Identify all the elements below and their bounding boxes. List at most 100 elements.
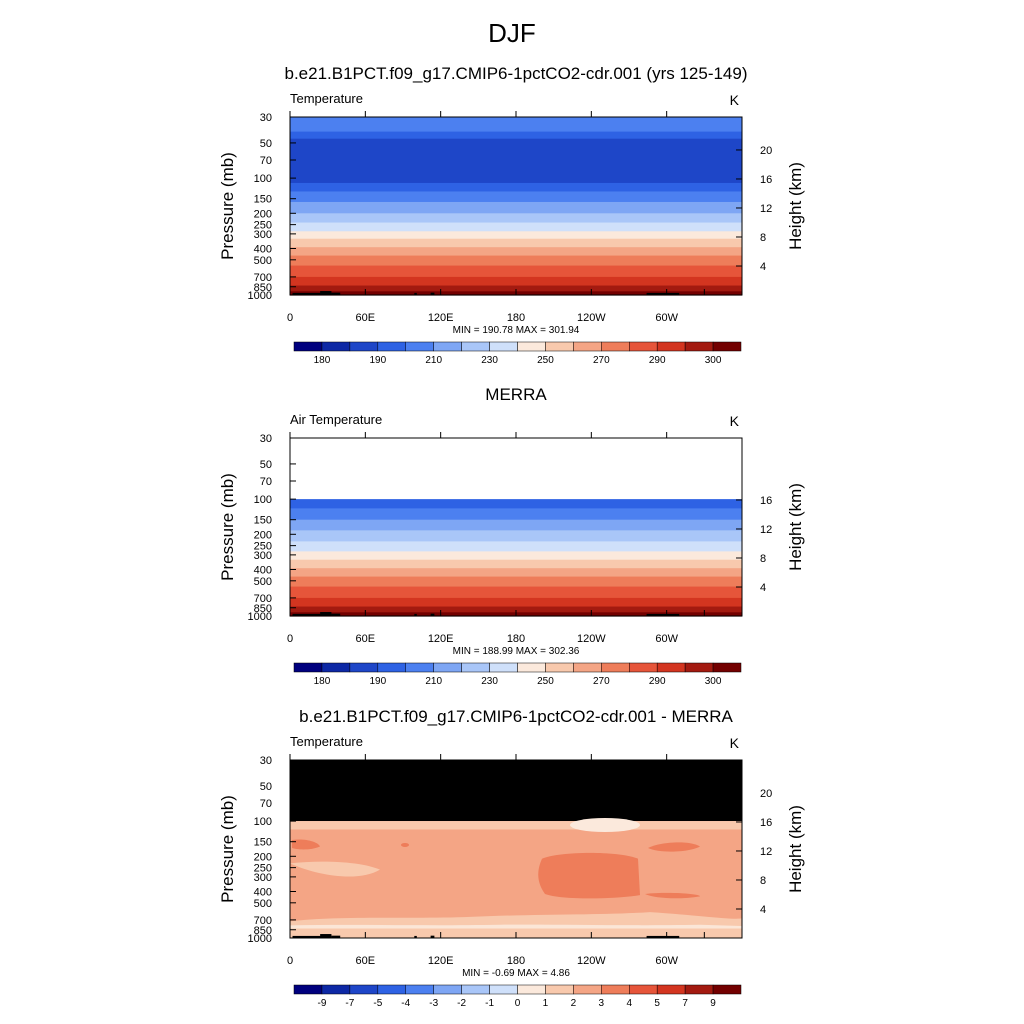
colorbar-label: 190 [369,676,386,687]
stats-label: MIN = 188.99 MAX = 302.36 [453,646,580,657]
contour-band [292,839,320,850]
colorbar-label: 290 [649,676,666,687]
contour-band [290,201,742,214]
colorbar-label: 300 [705,355,722,366]
colorbar-swatch [517,662,546,673]
y-tick-label: 500 [254,898,272,910]
height-tick-label: 16 [760,174,772,186]
contour-band [290,231,742,240]
no-data-region [290,760,742,822]
colorbar-swatch [489,984,518,995]
height-tick-label: 8 [760,875,766,887]
x-tick-label: 0 [287,955,293,967]
colorbar-label: -9 [317,998,326,1009]
colorbar-label: -3 [429,998,438,1009]
colorbar-label: 190 [369,355,386,366]
height-tick-label: 12 [760,524,772,536]
contour-band [538,852,640,899]
y-axis-title: Pressure (mb) [218,152,237,260]
colorbar-label: 300 [705,676,722,687]
colorbar-label: 2 [571,998,577,1009]
colorbar-swatch [405,984,434,995]
stats-label: MIN = 190.78 MAX = 301.94 [453,325,580,336]
colorbar-swatch [461,662,490,673]
x-tick-label: 120E [428,633,454,645]
colorbar-swatch [293,984,323,995]
colorbar-swatch [517,984,546,995]
colorbar-label: 290 [649,355,666,366]
x-tick-label: 60W [655,633,678,645]
terrain-mask [331,935,341,938]
y-tick-label: 850 [254,603,272,615]
colorbar-label: 7 [682,998,688,1009]
colorbar-swatch [684,984,714,995]
height-tick-label: 16 [760,817,772,829]
y-tick-label: 500 [254,576,272,588]
colorbar-swatch [712,341,742,352]
height-tick-label: 4 [760,904,766,916]
colorbar-swatch [656,341,686,352]
colorbar-swatch [629,984,658,995]
colorbar-swatch [433,341,462,352]
terrain-mask [292,613,322,616]
contour-band [290,499,742,509]
terrain-mask [414,935,417,938]
y-tick-label: 70 [260,798,272,810]
height-tick-label: 8 [760,232,766,244]
y-tick-label: 850 [254,282,272,294]
y-tick-label: 70 [260,476,272,488]
terrain-mask [414,292,417,295]
contour-band [290,213,742,224]
y-tick-label: 1000 [248,933,272,945]
colorbar-swatch [712,662,742,673]
terrain-mask [646,935,680,938]
y-tick-label: 300 [254,872,272,884]
contour-band [290,508,742,521]
height-tick-label: 16 [760,495,772,507]
x-tick-label: 120W [577,633,606,645]
colorbar-label: 1 [543,998,549,1009]
y-axis-right-title: Height (km) [786,162,805,250]
y-tick-label: 250 [254,220,272,232]
contour-band [648,842,700,852]
left-label: Temperature [290,734,363,749]
terrain-mask [331,292,341,295]
height-tick-label: 20 [760,145,772,157]
contour-band [290,117,742,133]
y-tick-label: 200 [254,529,272,541]
colorbar-swatch [629,341,658,352]
y-tick-label: 200 [254,208,272,220]
x-tick-label: 0 [287,633,293,645]
colorbar-swatch [545,341,574,352]
x-tick-label: 180 [507,312,525,324]
x-tick-label: 120E [428,955,454,967]
colorbar-label: -5 [373,998,382,1009]
x-tick-label: 60E [356,955,376,967]
terrain-mask [414,613,417,616]
colorbar-swatch [377,662,406,673]
colorbar-swatch [349,662,379,673]
panel-title: b.e21.B1PCT.f09_g17.CMIP6-1pctCO2-cdr.00… [284,64,747,83]
y-tick-label: 1000 [248,611,272,623]
contour-band [401,842,409,847]
colorbar-label: 5 [654,998,660,1009]
terrain-mask [646,613,680,616]
x-tick-label: 180 [507,633,525,645]
figure-title: DJF [488,18,536,48]
colorbar-swatch [489,662,518,673]
terrain-mask [646,292,680,295]
x-tick-label: 180 [507,955,525,967]
x-tick-label: 120E [428,312,454,324]
colorbar-label: -4 [401,998,410,1009]
contour-band [290,568,742,578]
colorbar-swatch [293,341,323,352]
contour-band [290,182,742,193]
y-tick-label: 50 [260,781,272,793]
y-tick-label: 100 [254,816,272,828]
contour-band [290,551,742,561]
contour-band [290,597,742,608]
colorbar-label: -2 [457,998,466,1009]
contour-band [290,131,742,140]
x-tick-label: 120W [577,312,606,324]
